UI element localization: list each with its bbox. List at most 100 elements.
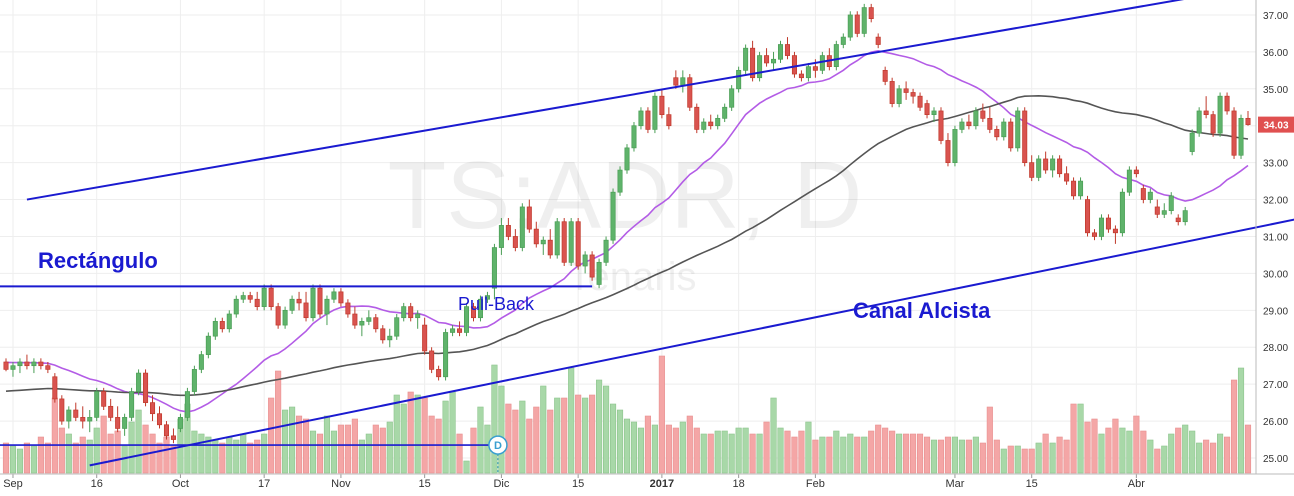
candle: [52, 373, 58, 403]
volume-bar: [1168, 433, 1175, 474]
candle: [373, 314, 379, 333]
volume-bar: [393, 394, 400, 474]
candle-body: [254, 298, 260, 307]
candle: [771, 51, 777, 71]
candle: [247, 291, 253, 303]
candle: [484, 291, 490, 303]
candle-body: [812, 66, 818, 71]
candle-body: [401, 306, 407, 319]
volume-bar: [763, 421, 770, 474]
volume-bar: [868, 430, 875, 474]
candle-body: [666, 114, 672, 127]
volume-bar: [289, 406, 296, 474]
candle: [987, 107, 993, 134]
x-tick-label: Mar: [945, 478, 964, 490]
volume-bar: [1049, 442, 1056, 474]
candle: [10, 362, 16, 377]
candle: [1161, 203, 1167, 219]
candle-body: [1182, 210, 1188, 223]
candle-body: [1043, 158, 1049, 171]
ma-fast-line: [5, 49, 1249, 413]
candle-body: [631, 125, 637, 149]
candle-body: [163, 424, 169, 437]
candle-body: [73, 409, 79, 418]
candle: [526, 199, 532, 233]
candle-body: [1196, 110, 1202, 134]
candle: [122, 413, 128, 436]
candle-body: [484, 295, 490, 300]
y-tick-label: 29.00: [1263, 306, 1288, 317]
candle-body: [547, 239, 553, 256]
candle: [163, 421, 169, 440]
candle: [505, 218, 511, 241]
candle-body: [505, 225, 511, 237]
volume-bar: [1224, 436, 1231, 474]
rectangle-label: Rectángulo: [38, 248, 158, 273]
volume-bar: [51, 397, 58, 474]
candle: [610, 188, 616, 244]
candle-body: [743, 47, 749, 71]
candle-body: [10, 365, 16, 370]
candle-body: [952, 129, 958, 163]
volume-bar: [951, 436, 959, 474]
candle: [380, 325, 386, 344]
candle: [533, 221, 539, 248]
volume-bar: [275, 370, 282, 474]
volume-bar: [1147, 439, 1154, 474]
candle-body: [1203, 110, 1209, 115]
volume-bar: [1196, 442, 1203, 474]
volume-bar: [840, 436, 847, 474]
candle-body: [771, 58, 777, 64]
candle-body: [212, 321, 218, 337]
candle: [896, 85, 902, 108]
candle-body: [861, 7, 867, 34]
candle-body: [108, 405, 114, 418]
candle-body: [931, 110, 937, 115]
candle-body: [198, 354, 204, 370]
candle-body: [568, 221, 574, 263]
volume-bar: [337, 424, 344, 474]
x-tick-label: 16: [91, 478, 103, 490]
volume-bar: [128, 421, 135, 474]
candle: [603, 236, 609, 267]
candle: [687, 74, 693, 111]
volume-bar: [861, 436, 868, 474]
dividend-marker: [488, 435, 508, 455]
candle-body: [296, 298, 302, 304]
volume-bar: [344, 424, 351, 474]
volume-bar: [44, 442, 51, 474]
candle-body: [1057, 158, 1063, 175]
candle: [764, 48, 770, 67]
y-tick-label: 33.00: [1263, 159, 1288, 170]
candle: [631, 122, 637, 152]
x-tick-label: 15: [419, 478, 431, 490]
volume-bar: [826, 436, 833, 474]
candle-body: [645, 110, 651, 130]
candle: [994, 125, 1000, 141]
candle: [289, 295, 295, 315]
volume-bar: [1084, 421, 1091, 474]
volume-bar: [582, 397, 589, 474]
candle-body: [526, 206, 532, 230]
volume-bar: [910, 433, 917, 474]
candle-body: [31, 361, 37, 367]
candle: [387, 328, 393, 348]
candle: [868, 3, 874, 23]
candle-body: [52, 376, 58, 400]
volume-bar: [1007, 445, 1014, 474]
candle: [457, 321, 463, 337]
candles: [3, 3, 1251, 444]
volume-bar: [107, 433, 114, 474]
volume-bar: [1063, 439, 1070, 474]
x-tick-label: 15: [572, 478, 584, 490]
volume-bar: [1105, 427, 1112, 474]
volume-bar: [742, 427, 749, 474]
candle: [673, 70, 679, 89]
volume-bar: [1119, 427, 1126, 474]
candle-body: [805, 66, 811, 79]
volume-bar: [770, 397, 777, 474]
candle-body: [324, 298, 330, 315]
candle: [1029, 155, 1035, 182]
volume-bar: [630, 421, 638, 474]
